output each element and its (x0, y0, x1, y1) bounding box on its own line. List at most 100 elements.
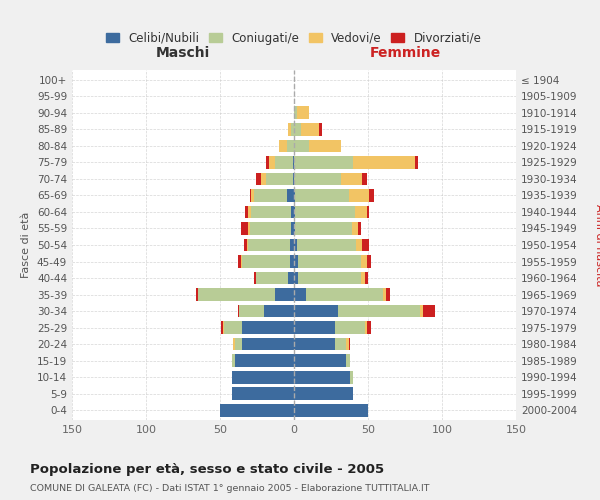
Bar (294, 321, 335, 334)
Bar (287, 189, 294, 202)
Bar (265, 304, 294, 318)
Bar (294, 370, 350, 384)
Bar (245, 206, 248, 218)
Bar (294, 172, 341, 186)
Bar (350, 370, 353, 384)
Bar (254, 189, 287, 202)
Bar (256, 272, 288, 284)
Bar (306, 288, 383, 301)
Bar (294, 288, 306, 301)
Bar (262, 172, 266, 186)
Bar (415, 156, 418, 169)
Bar (256, 172, 262, 186)
Bar (367, 321, 371, 334)
Y-axis label: Anni di nascita: Anni di nascita (594, 204, 600, 286)
Bar (356, 238, 362, 252)
Bar (247, 238, 248, 252)
Bar (294, 206, 295, 218)
Text: Popolazione per età, sesso e stato civile - 2005: Popolazione per età, sesso e stato civil… (30, 462, 384, 475)
Bar (297, 106, 309, 120)
Bar (335, 321, 365, 334)
Bar (232, 354, 235, 367)
Bar (290, 238, 294, 252)
Bar (224, 321, 242, 334)
Bar (362, 238, 370, 252)
Text: Femmine: Femmine (370, 46, 440, 60)
Bar (341, 172, 362, 186)
Bar (235, 338, 242, 350)
Bar (232, 370, 294, 384)
Bar (294, 272, 298, 284)
Bar (294, 255, 298, 268)
Bar (294, 404, 368, 416)
Bar (238, 304, 239, 318)
Bar (242, 338, 294, 350)
Text: COMUNE DI GALEATA (FC) - Dati ISTAT 1° gennaio 2005 - Elaborazione TUTTITALIA.IT: COMUNE DI GALEATA (FC) - Dati ISTAT 1° g… (30, 484, 430, 493)
Bar (346, 354, 350, 367)
Bar (235, 354, 294, 367)
Bar (294, 123, 301, 136)
Bar (242, 321, 294, 334)
Bar (288, 272, 294, 284)
Bar (349, 189, 370, 202)
Bar (294, 354, 346, 367)
Bar (295, 206, 355, 218)
Bar (291, 206, 294, 218)
Bar (295, 222, 352, 235)
Bar (232, 387, 294, 400)
Bar (367, 255, 371, 268)
Y-axis label: Fasce di età: Fasce di età (22, 212, 31, 278)
Bar (346, 338, 349, 350)
Bar (254, 272, 256, 284)
Bar (242, 255, 290, 268)
Bar (309, 140, 341, 152)
Bar (294, 387, 353, 400)
Bar (266, 172, 293, 186)
Bar (248, 206, 251, 218)
Bar (297, 238, 356, 252)
Bar (420, 304, 423, 318)
Bar (238, 255, 241, 268)
Bar (370, 189, 374, 202)
Bar (294, 222, 295, 235)
Bar (293, 156, 294, 169)
Bar (294, 338, 335, 350)
Text: Maschi: Maschi (156, 46, 210, 60)
Bar (301, 123, 319, 136)
Bar (352, 222, 358, 235)
Bar (221, 321, 223, 334)
Bar (244, 238, 247, 252)
Bar (361, 272, 365, 284)
Bar (288, 123, 291, 136)
Bar (196, 288, 198, 301)
Bar (349, 338, 350, 350)
Bar (335, 338, 346, 350)
Bar (198, 288, 275, 301)
Bar (248, 238, 290, 252)
Bar (269, 156, 275, 169)
Bar (290, 255, 294, 268)
Bar (250, 189, 251, 202)
Bar (291, 123, 294, 136)
Bar (223, 321, 224, 334)
Bar (353, 156, 415, 169)
Bar (241, 222, 248, 235)
Bar (239, 304, 265, 318)
Bar (365, 321, 367, 334)
Bar (294, 106, 297, 120)
Bar (355, 206, 367, 218)
Bar (250, 222, 291, 235)
Bar (319, 123, 322, 136)
Bar (423, 304, 434, 318)
Bar (367, 206, 370, 218)
Bar (294, 140, 309, 152)
Bar (362, 172, 367, 186)
Bar (251, 189, 254, 202)
Bar (266, 156, 269, 169)
Bar (241, 255, 242, 268)
Bar (358, 222, 361, 235)
Bar (298, 272, 361, 284)
Bar (298, 255, 361, 268)
Bar (295, 189, 349, 202)
Bar (365, 272, 368, 284)
